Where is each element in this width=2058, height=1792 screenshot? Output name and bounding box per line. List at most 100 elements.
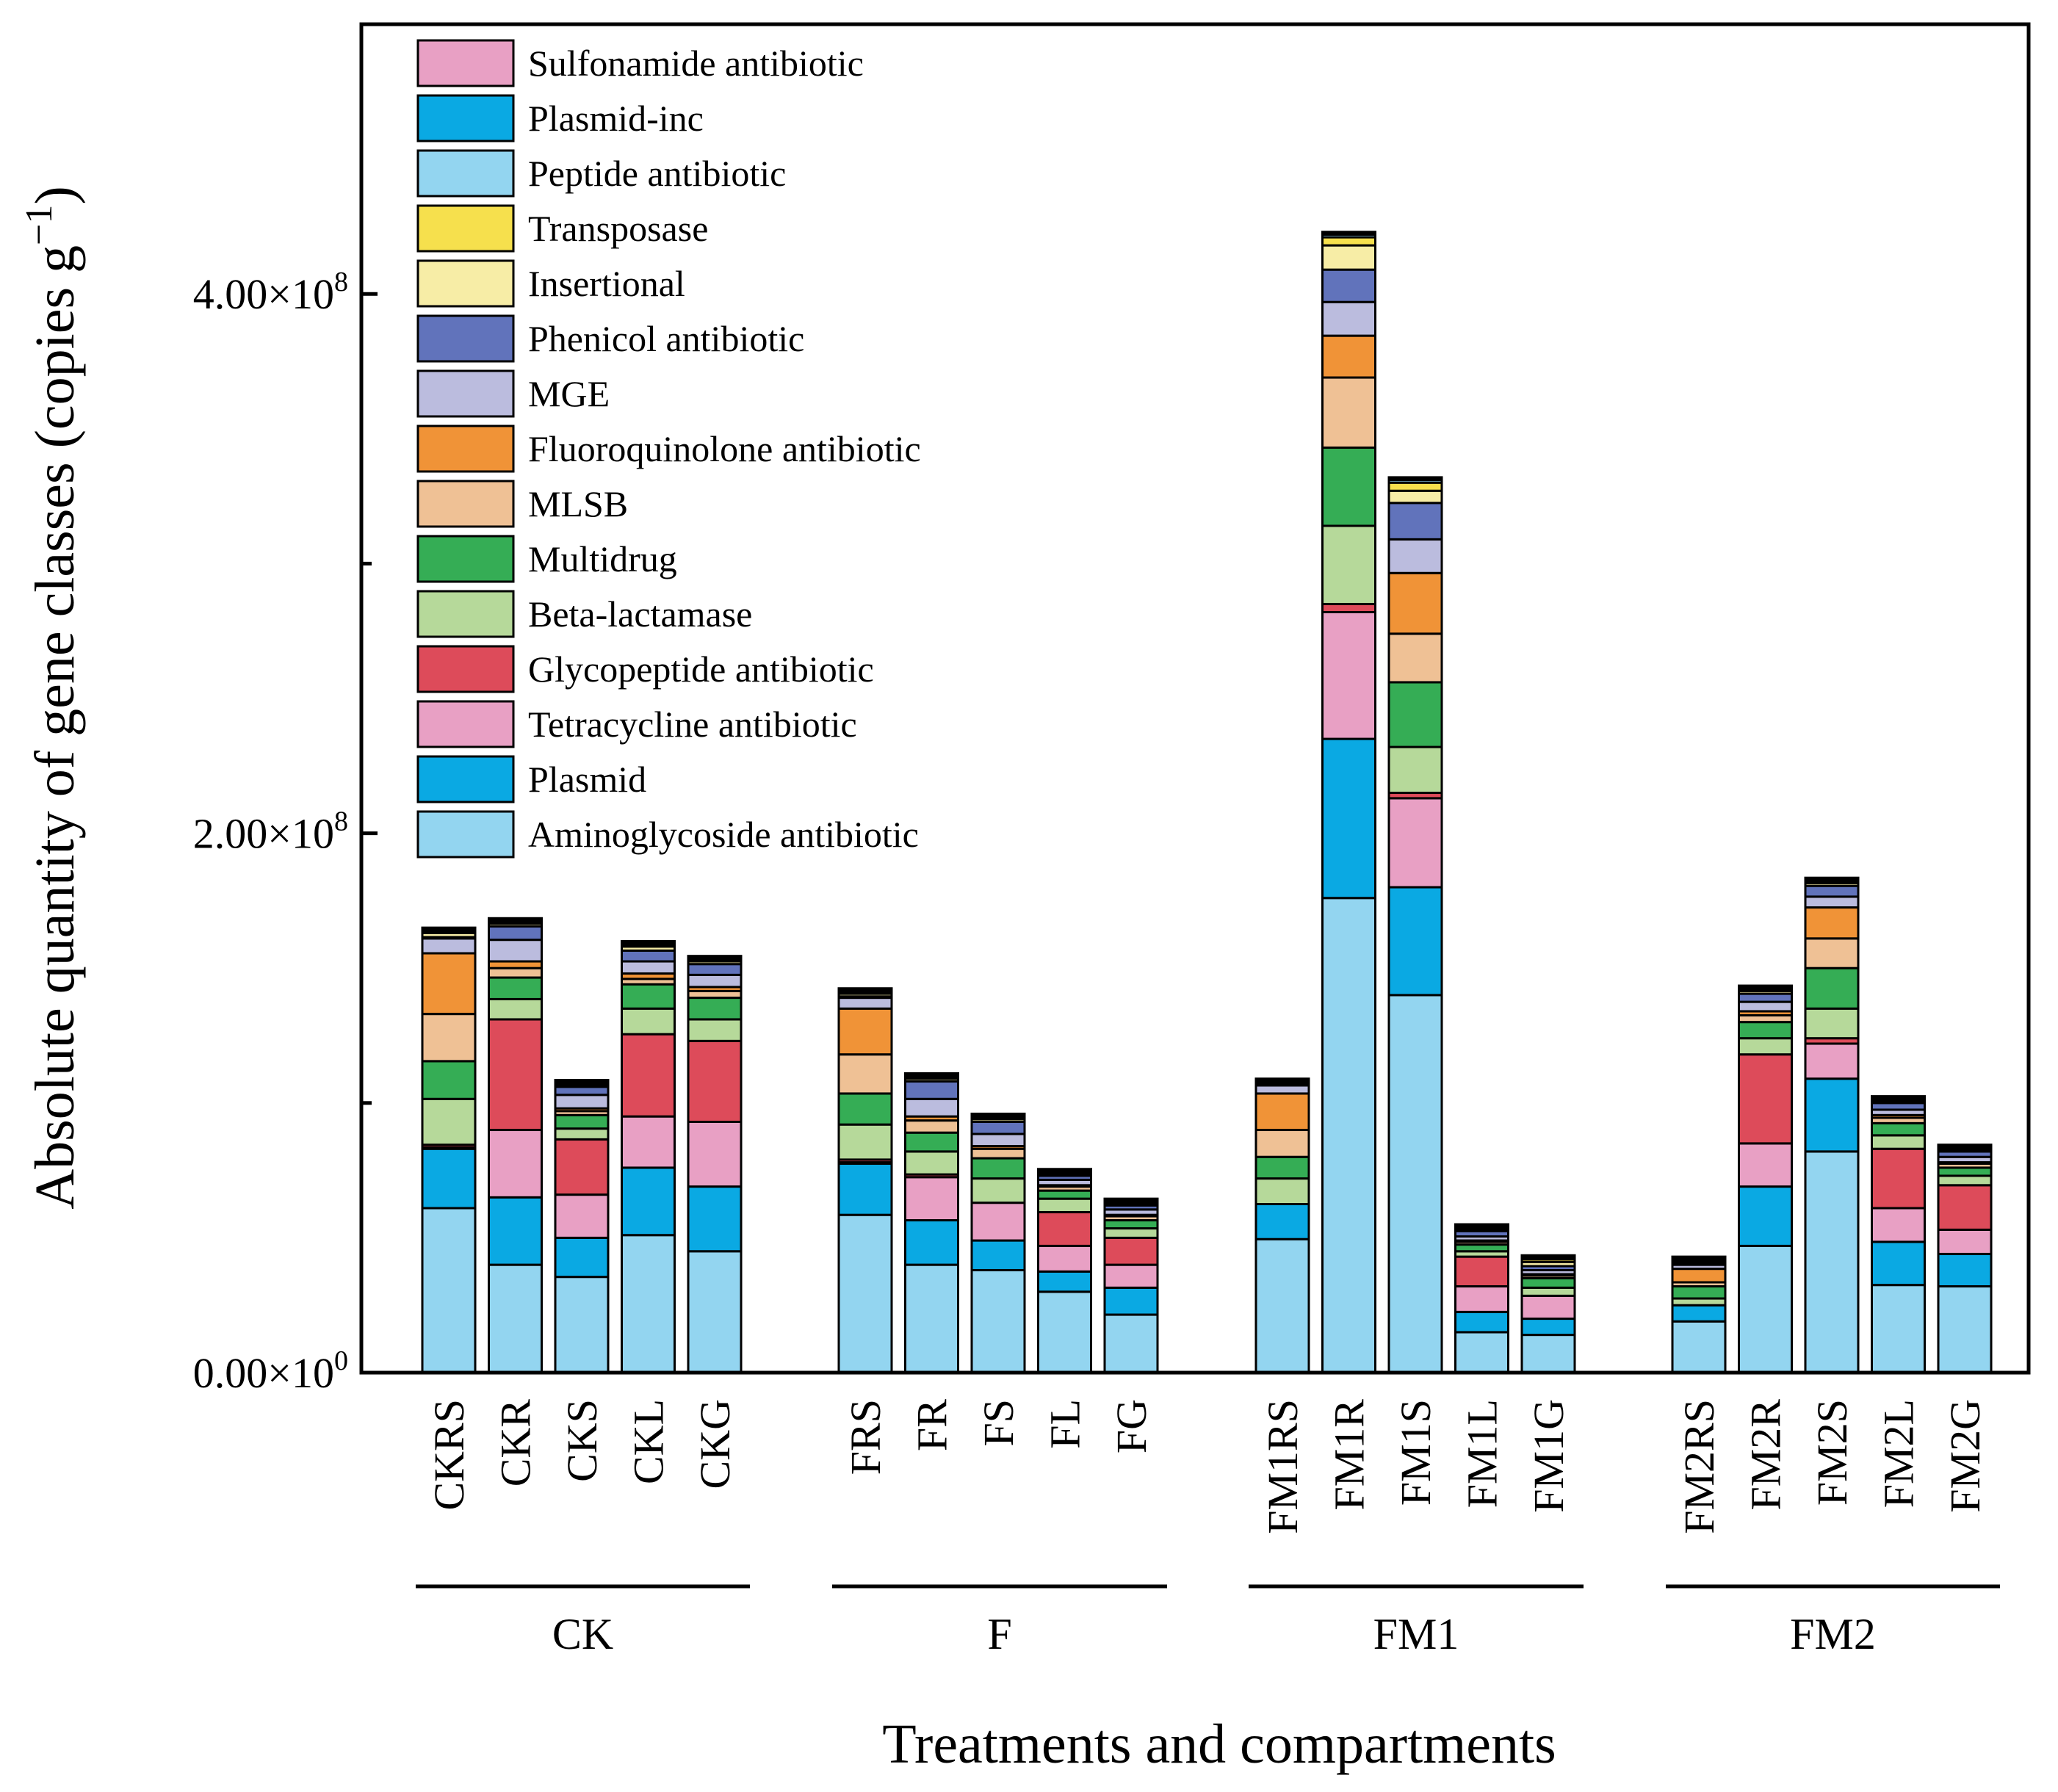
bar-segment-multidrug xyxy=(1103,1219,1159,1230)
bar-segment-plasmid xyxy=(970,1239,1026,1271)
bar-segment-mlsb xyxy=(1387,632,1443,684)
legend-item-mlsb: MLSB xyxy=(416,480,628,528)
x-tick-label-fm2s: FM2S xyxy=(1808,1399,1856,1506)
bar-segment-mge xyxy=(1254,1084,1310,1095)
legend-item-phenicol-antibiotic: Phenicol antibiotic xyxy=(416,314,804,363)
bar-segment-plasmid xyxy=(1937,1252,1993,1287)
x-axis-title: Treatments and compartments xyxy=(882,1713,1556,1775)
bar-segment-beta-lactamase xyxy=(1871,1134,1926,1150)
bar-segment-glycopeptide-antibiotic xyxy=(1738,1053,1793,1145)
bar-segment-multidrug xyxy=(1520,1276,1576,1289)
x-tick-label-fm1r: FM1R xyxy=(1326,1399,1373,1511)
bar-segment-plasmid xyxy=(1387,886,1443,997)
bar-fl xyxy=(1037,1168,1092,1374)
x-tick-label-fm2rs: FM2RS xyxy=(1675,1399,1723,1534)
bar-segment-mge xyxy=(1321,300,1376,337)
bar-segment-mge xyxy=(970,1132,1026,1148)
bar-segment-mge xyxy=(837,997,893,1010)
legend-label: Transposase xyxy=(528,208,708,249)
bar-segment-glycopeptide-antibiotic xyxy=(1103,1236,1159,1266)
legend-swatch xyxy=(416,259,515,308)
group-label-fm1: FM1 xyxy=(1373,1610,1459,1658)
x-tick-label-frs: FRS xyxy=(842,1399,889,1475)
bar-fm2r xyxy=(1738,984,1793,1374)
bar-segment-tetracycline-antibiotic xyxy=(1454,1285,1509,1313)
bar-segment-mge xyxy=(554,1094,610,1110)
bar-fm1r xyxy=(1321,231,1376,1374)
bar-segment-multidrug xyxy=(488,976,543,1000)
bar-fm2s xyxy=(1804,876,1860,1374)
bar-segment-beta-lactamase xyxy=(1254,1177,1310,1205)
bar-segment-phenicol-antibiotic xyxy=(621,949,676,963)
bar-segment-beta-lactamase xyxy=(554,1127,610,1141)
bar-segment-mge xyxy=(621,960,676,975)
x-tick-label-fs: FS xyxy=(975,1399,1022,1447)
bar-fs xyxy=(970,1112,1026,1374)
bar-segment-mlsb xyxy=(1254,1129,1310,1158)
bar-segment-sulfonamide-antibiotic xyxy=(1254,1077,1310,1082)
bar-segment-tetracycline-antibiotic xyxy=(1738,1142,1793,1188)
bar-segment-multidrug xyxy=(970,1157,1026,1180)
bar-segment-aminoglycoside-antibiotic xyxy=(1454,1331,1509,1374)
bar-segment-mge xyxy=(1387,538,1443,574)
plot-frame xyxy=(359,22,2031,1375)
legend-swatch xyxy=(416,149,515,198)
x-tick-label-ckg: CKG xyxy=(691,1399,739,1489)
legend-item-sulfonamide-antibiotic: Sulfonamide antibiotic xyxy=(416,39,864,87)
bar-fm1g xyxy=(1520,1254,1576,1374)
bar-segment-mlsb xyxy=(1321,376,1376,449)
bar-segment-aminoglycoside-antibiotic xyxy=(1387,994,1443,1374)
bar-segment-aminoglycoside-antibiotic xyxy=(1937,1285,1993,1374)
bar-segment-beta-lactamase xyxy=(1804,1007,1860,1040)
bar-segment-phenicol-antibiotic xyxy=(1738,992,1793,1003)
group-label-f: F xyxy=(987,1610,1011,1658)
legend-item-insertional: Insertional xyxy=(416,259,685,308)
y-tick-label: 0.00×100 xyxy=(193,1345,348,1397)
bar-segment-transposase xyxy=(1387,481,1443,492)
bar-segment-multidrug xyxy=(421,1060,477,1100)
legend-swatch xyxy=(416,700,515,748)
bar-segment-multidrug xyxy=(1037,1189,1092,1200)
bar-segment-tetracycline-antibiotic xyxy=(970,1202,1026,1242)
bar-segment-mlsb xyxy=(421,1013,477,1063)
legend-swatch xyxy=(416,480,515,528)
legend-swatch xyxy=(416,424,515,473)
legend-item-fluoroquinolone-antibiotic: Fluoroquinolone antibiotic xyxy=(416,424,921,473)
bar-segment-mge xyxy=(488,939,543,963)
bar-segment-sulfonamide-antibiotic xyxy=(621,939,676,944)
bar-segment-plasmid xyxy=(904,1219,959,1266)
bar-segment-beta-lactamase xyxy=(421,1097,477,1146)
bar-segment-aminoglycoside-antibiotic xyxy=(1804,1150,1860,1374)
bar-segment-aminoglycoside-antibiotic xyxy=(621,1234,676,1374)
bar-segment-phenicol-antibiotic xyxy=(904,1080,959,1100)
bar-segment-mlsb xyxy=(1804,937,1860,969)
bar-segment-beta-lactamase xyxy=(1037,1197,1092,1214)
bar-segment-tetracycline-antibiotic xyxy=(1037,1244,1092,1273)
y-tick-label: 2.00×108 xyxy=(193,806,348,858)
bar-segment-mge xyxy=(1738,1000,1793,1013)
legend-label: Aminoglycoside antibiotic xyxy=(528,814,919,855)
legend-swatch xyxy=(416,204,515,253)
bar-segment-aminoglycoside-antibiotic xyxy=(904,1263,959,1374)
bar-segment-tetracycline-antibiotic xyxy=(1937,1228,1993,1255)
bar-segment-tetracycline-antibiotic xyxy=(1871,1207,1926,1243)
bar-ckl xyxy=(621,939,676,1374)
bar-segment-sulfonamide-antibiotic xyxy=(554,1079,610,1083)
bar-segment-plasmid xyxy=(554,1236,610,1279)
x-tick-label-fm1s: FM1S xyxy=(1392,1399,1440,1506)
bar-segment-tetracycline-antibiotic xyxy=(1321,610,1376,740)
bar-segment-aminoglycoside-antibiotic xyxy=(1520,1334,1576,1374)
legend-item-tetracycline-antibiotic: Tetracycline antibiotic xyxy=(416,700,857,748)
bar-segment-sulfonamide-antibiotic xyxy=(1738,984,1793,989)
y-axis: 0.00×100 2.00×108 4.00×108 xyxy=(193,267,378,1397)
bar-segment-aminoglycoside-antibiotic xyxy=(1103,1313,1159,1374)
bar-segment-aminoglycoside-antibiotic xyxy=(687,1250,743,1374)
legend-label: Multidrug xyxy=(528,538,677,579)
bar-segment-mge xyxy=(421,937,477,955)
legend-label: Sulfonamide antibiotic xyxy=(528,43,864,84)
bar-segment-sulfonamide-antibiotic xyxy=(904,1072,959,1076)
bar-segment-sulfonamide-antibiotic xyxy=(687,955,743,959)
bar-segment-glycopeptide-antibiotic xyxy=(1937,1184,1993,1231)
bar-fg xyxy=(1103,1197,1159,1374)
bar-segment-multidrug xyxy=(1387,681,1443,748)
